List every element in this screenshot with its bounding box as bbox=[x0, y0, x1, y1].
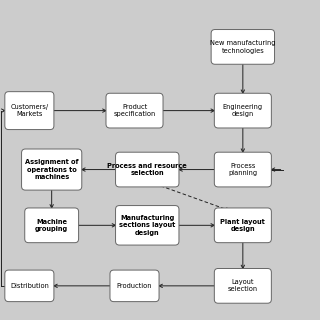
Text: Production: Production bbox=[117, 283, 152, 289]
FancyBboxPatch shape bbox=[214, 268, 271, 303]
FancyBboxPatch shape bbox=[116, 205, 179, 245]
Text: Process
planning: Process planning bbox=[228, 163, 257, 176]
FancyBboxPatch shape bbox=[106, 93, 163, 128]
FancyBboxPatch shape bbox=[5, 92, 54, 130]
FancyBboxPatch shape bbox=[116, 152, 179, 187]
Text: Manufacturing
sections layout
design: Manufacturing sections layout design bbox=[119, 215, 175, 236]
FancyBboxPatch shape bbox=[214, 93, 271, 128]
FancyBboxPatch shape bbox=[110, 270, 159, 302]
Text: Layout
selection: Layout selection bbox=[228, 279, 258, 292]
FancyBboxPatch shape bbox=[25, 208, 79, 243]
FancyBboxPatch shape bbox=[214, 208, 271, 243]
Text: Assignment of
operations to
machines: Assignment of operations to machines bbox=[25, 159, 78, 180]
FancyBboxPatch shape bbox=[5, 270, 54, 302]
Text: Machine
grouping: Machine grouping bbox=[35, 219, 68, 232]
FancyBboxPatch shape bbox=[211, 29, 275, 64]
FancyBboxPatch shape bbox=[214, 152, 271, 187]
Text: Distribution: Distribution bbox=[10, 283, 49, 289]
Text: Product
specification: Product specification bbox=[113, 104, 156, 117]
Text: Customers/
Markets: Customers/ Markets bbox=[10, 104, 48, 117]
FancyBboxPatch shape bbox=[21, 149, 82, 190]
Text: Process and resource
selection: Process and resource selection bbox=[108, 163, 187, 176]
Text: New manufacturing
technologies: New manufacturing technologies bbox=[210, 40, 276, 53]
Text: Plant layout
design: Plant layout design bbox=[220, 219, 265, 232]
Text: Engineering
design: Engineering design bbox=[223, 104, 263, 117]
